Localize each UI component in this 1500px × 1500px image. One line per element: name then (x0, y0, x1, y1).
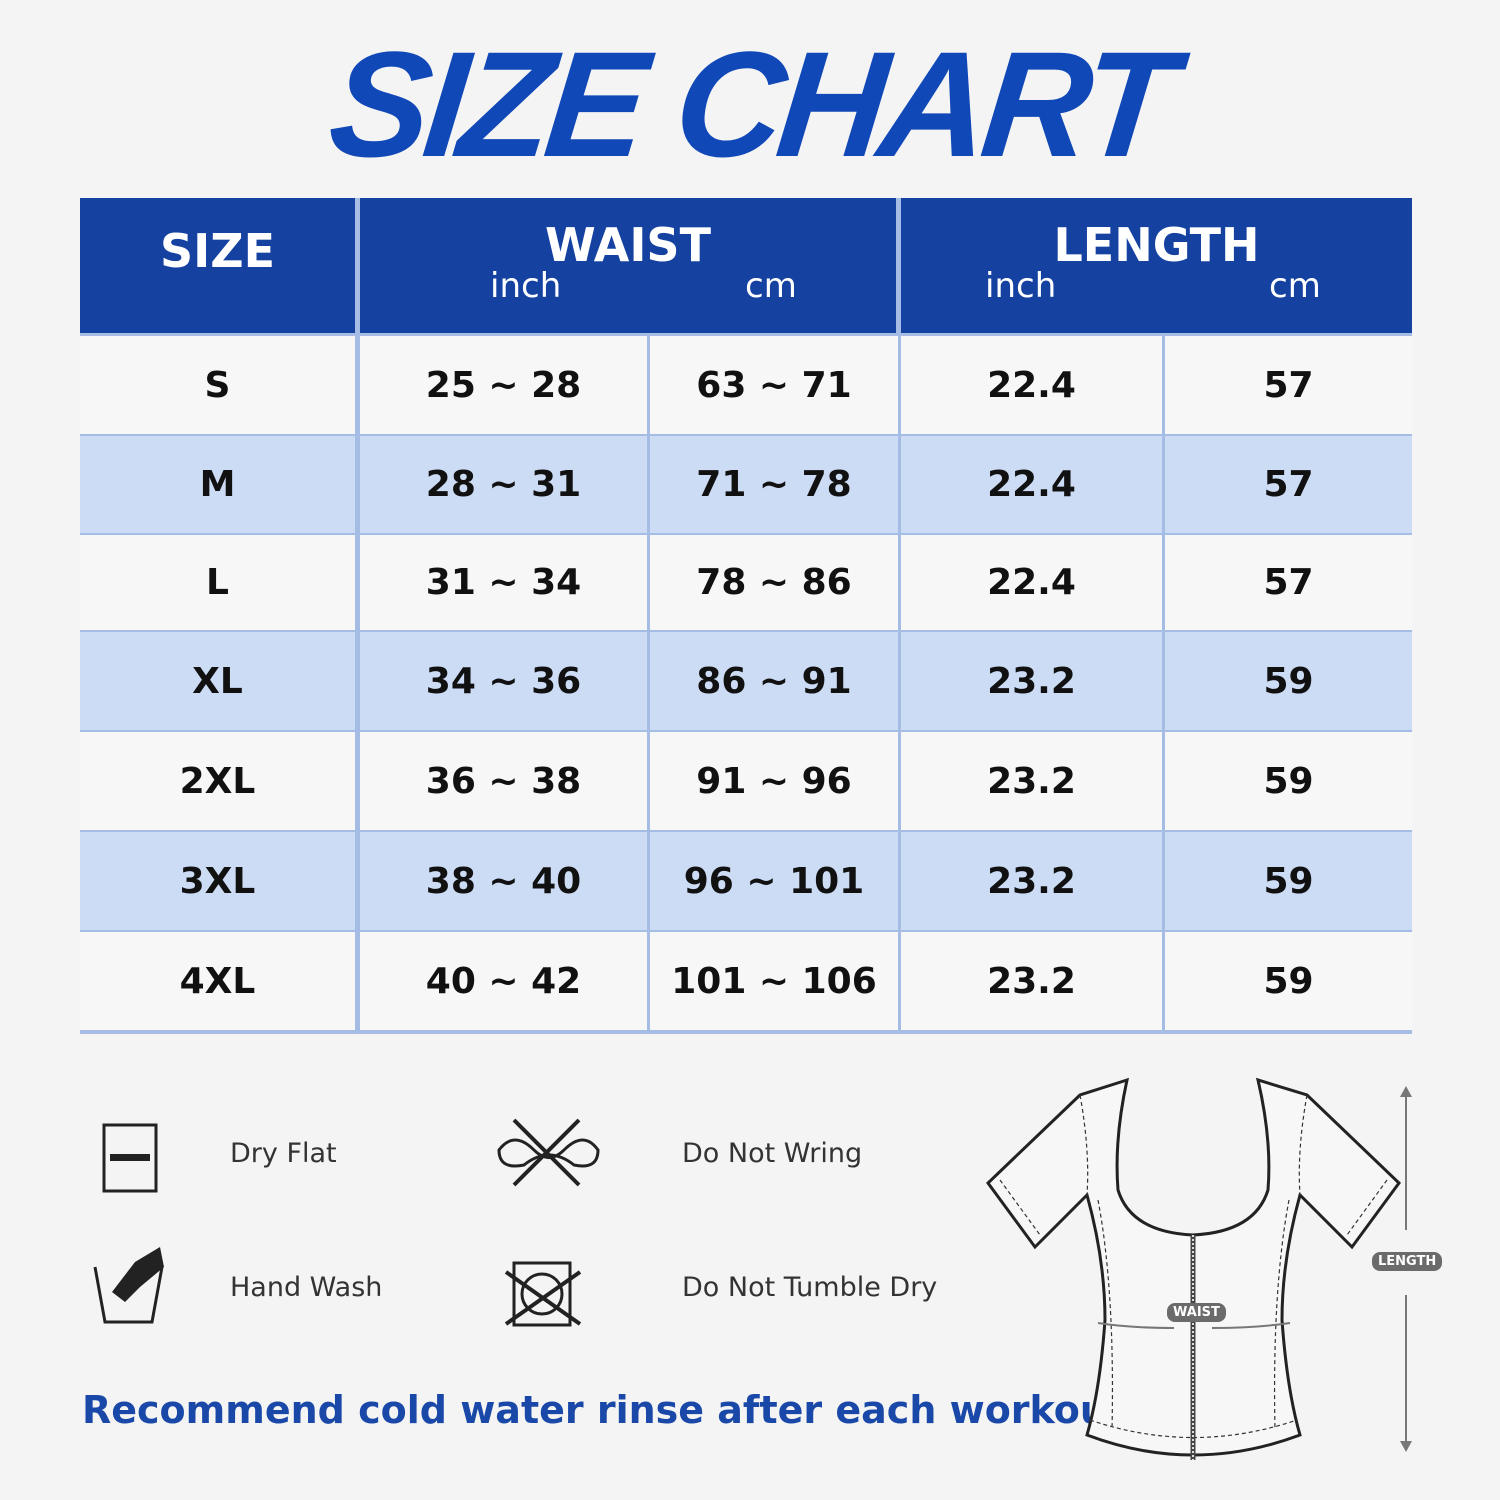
care-label: Do Not Wring (682, 1138, 863, 1169)
size-table: SIZE WAIST inch cm LENGTH inch cm S 25 ~ … (80, 198, 1412, 1034)
table-cell: 38 ~ 40 (360, 832, 647, 930)
table-cell: 23.2 (901, 632, 1162, 730)
table-cell: 96 ~ 101 (650, 832, 898, 930)
table-cell: 86 ~ 91 (650, 632, 898, 730)
care-label: Do Not Tumble Dry (682, 1272, 938, 1303)
table-cell: 23.2 (901, 832, 1162, 930)
length-unit-inch: inch (985, 266, 1057, 306)
table-cell: 31 ~ 34 (360, 535, 647, 630)
table-cell: 63 ~ 71 (650, 336, 898, 434)
care-note: Recommend cold water rinse after each wo… (82, 1388, 1140, 1432)
table-cell: 22.4 (901, 535, 1162, 630)
care-label: Hand Wash (230, 1272, 383, 1303)
size-cell: XL (80, 632, 355, 730)
table-cell: 57 (1165, 436, 1412, 533)
care-label: Dry Flat (230, 1138, 337, 1169)
table-cell: 101 ~ 106 (650, 932, 898, 1030)
table-cell: 59 (1165, 632, 1412, 730)
hand-wash-icon (93, 1247, 164, 1324)
table-cell: 36 ~ 38 (360, 732, 647, 830)
waist-unit-inch: inch (490, 266, 562, 306)
header-size: SIZE (80, 198, 355, 333)
dry-flat-icon (102, 1123, 158, 1193)
table-cell: 78 ~ 86 (650, 535, 898, 630)
header-waist-label: WAIST (545, 218, 711, 272)
table-cell: 59 (1165, 732, 1412, 830)
table-cell: 57 (1165, 535, 1412, 630)
table-cell: 28 ~ 31 (360, 436, 647, 533)
do-not-tumble-dry-icon (504, 1261, 582, 1327)
table-cell: 91 ~ 96 (650, 732, 898, 830)
header-length: LENGTH inch cm (901, 198, 1412, 333)
table-cell: 23.2 (901, 932, 1162, 1030)
table-cell: 59 (1165, 932, 1412, 1030)
size-cell: S (80, 336, 355, 434)
size-cell: L (80, 535, 355, 630)
table-cell: 71 ~ 78 (650, 436, 898, 533)
table-cell: 40 ~ 42 (360, 932, 647, 1030)
header-length-label: LENGTH (1053, 218, 1260, 272)
table-cell: 59 (1165, 832, 1412, 930)
length-label: LENGTH (1372, 1252, 1443, 1271)
waist-label: WAIST (1167, 1303, 1226, 1322)
table-cell: 23.2 (901, 732, 1162, 830)
size-cell: 4XL (80, 932, 355, 1030)
length-unit-cm: cm (1269, 266, 1321, 306)
waist-unit-cm: cm (745, 266, 797, 306)
header-size-label: SIZE (159, 224, 276, 278)
table-cell: 34 ~ 36 (360, 632, 647, 730)
do-not-wring-icon (497, 1118, 600, 1187)
table-cell: 22.4 (901, 436, 1162, 533)
size-cell: 3XL (80, 832, 355, 930)
table-cell: 22.4 (901, 336, 1162, 434)
header-waist: WAIST inch cm (360, 198, 896, 333)
size-cell: M (80, 436, 355, 533)
table-cell: 25 ~ 28 (360, 336, 647, 434)
size-cell: 2XL (80, 732, 355, 830)
table-cell: 57 (1165, 336, 1412, 434)
